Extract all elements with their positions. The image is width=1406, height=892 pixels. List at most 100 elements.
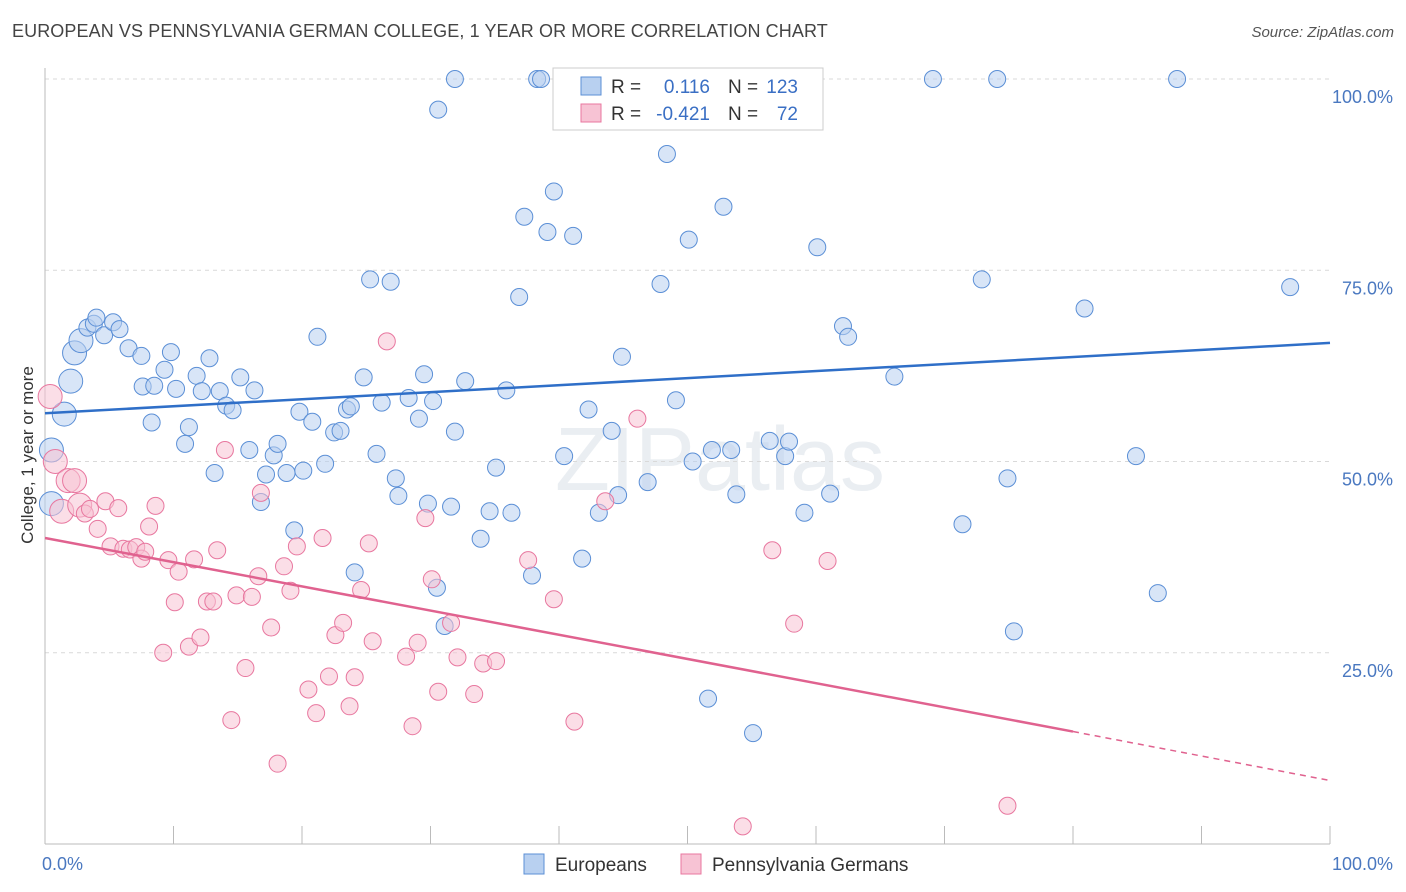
pennsylvania-germans-point-21 (165, 593, 184, 612)
legend-n-value-1: 123 (766, 77, 798, 98)
europeans-point-8 (87, 308, 106, 327)
pennsylvania-germans-point-68 (628, 409, 647, 428)
europeans-point-52 (381, 272, 400, 291)
pennsylvania-germans-point-73 (998, 796, 1017, 815)
europeans-point-36 (277, 463, 296, 482)
europeans-point-70 (510, 288, 529, 307)
pennsylvania-germans-trend-extension (1072, 730, 1331, 782)
pennsylvania-germans-point-7 (80, 499, 99, 518)
europeans-point-71 (515, 207, 534, 226)
europeans-point-112 (1004, 622, 1023, 641)
europeans-point-28 (223, 401, 242, 420)
europeans-point-18 (161, 343, 180, 362)
europeans-point-80 (573, 549, 592, 568)
europeans-point-47 (345, 563, 364, 582)
europeans-point-103 (821, 484, 840, 503)
europeans-point-95 (714, 197, 733, 216)
europeans-point-39 (294, 461, 313, 480)
europeans-point-46 (341, 397, 360, 416)
pennsylvania-germans-point-61 (465, 685, 484, 704)
pennsylvania-germans-point-66 (565, 712, 584, 731)
europeans-point-119 (699, 689, 718, 708)
europeans-point-90 (657, 144, 676, 163)
europeans-point-62 (442, 497, 461, 516)
europeans-point-67 (487, 458, 506, 477)
x-tick-label-0: 0.0% (42, 854, 83, 874)
pennsylvania-germans-point-11 (109, 499, 128, 518)
legend-n-label-2: N = (728, 104, 758, 125)
trend-lines (44, 341, 1331, 782)
pennsylvania-germans-point-59 (442, 613, 461, 632)
series-europeans (38, 70, 1300, 743)
legend-r-value-1: 0.116 (664, 77, 710, 98)
europeans-point-16 (145, 376, 164, 395)
bottom-legend-swatch-europeans (523, 853, 545, 875)
chart-title: EUROPEAN VS PENNSYLVANIA GERMAN COLLEGE,… (12, 21, 828, 41)
europeans-point-23 (192, 382, 211, 401)
pennsylvania-germans-point-42 (307, 704, 326, 723)
europeans-point-116 (1168, 70, 1187, 88)
gridlines (45, 78, 1330, 654)
europeans-point-29 (231, 368, 250, 387)
europeans-point-15 (142, 413, 161, 432)
europeans-point-57 (415, 365, 434, 384)
y-tick-label-0: 100.0% (1332, 87, 1393, 107)
europeans-point-54 (389, 486, 408, 505)
europeans-point-106 (885, 367, 904, 386)
pennsylvania-germans-point-58 (429, 682, 448, 701)
europeans-point-114 (1126, 447, 1145, 466)
pennsylvania-germans-point-69 (733, 817, 752, 836)
europeans-point-40 (303, 412, 322, 431)
europeans-point-96 (722, 441, 741, 460)
pennsylvania-germans-point-64 (519, 551, 538, 570)
legend-swatch-pennsylvania-germans (580, 103, 602, 123)
europeans-point-101 (795, 503, 814, 522)
pennsylvania-germans-point-47 (340, 697, 359, 716)
europeans-point-94 (702, 441, 721, 460)
bottom-legend-swatch-pennsylvania-germans (680, 853, 702, 875)
europeans-point-64 (456, 372, 475, 391)
pennsylvania-germans-point-30 (222, 711, 241, 730)
pennsylvania-germans-point-70 (763, 541, 782, 560)
europeans-point-25 (205, 463, 224, 482)
europeans-trend-line (44, 341, 1331, 415)
europeans-point-102 (808, 238, 827, 257)
pennsylvania-germans-point-60 (448, 648, 467, 667)
europeans-point-122 (429, 100, 448, 119)
europeans-point-65 (471, 529, 490, 548)
y-tick-labels: 100.0% 75.0% 50.0% 25.0% (1332, 87, 1393, 681)
europeans-point-35 (268, 434, 287, 453)
pennsylvania-germans-point-55 (408, 633, 427, 652)
europeans-point-48 (354, 368, 373, 387)
legend-r-label-2: R = (611, 104, 641, 125)
europeans-point-88 (638, 473, 657, 492)
europeans-point-9 (95, 326, 114, 345)
pennsylvania-germans-point-51 (363, 632, 382, 651)
europeans-point-41 (308, 327, 327, 346)
europeans-point-89 (651, 275, 670, 294)
pennsylvania-germans-point-28 (208, 541, 227, 560)
europeans-point-110 (988, 70, 1007, 88)
europeans-point-24 (200, 349, 219, 368)
pennsylvania-germans-point-67 (596, 492, 615, 511)
pennsylvania-germans-point-38 (275, 557, 294, 576)
europeans-point-49 (361, 270, 380, 289)
europeans-point-59 (424, 392, 443, 411)
europeans-point-93 (683, 452, 702, 471)
x-tick-label-1: 100.0% (1332, 854, 1393, 874)
series-legend: Europeans Pennsylvania Germans (523, 853, 908, 876)
bottom-legend-pennsylvania-germans: Pennsylvania Germans (712, 855, 908, 876)
europeans-point-22 (187, 366, 206, 385)
pennsylvania-germans-point-65 (544, 590, 563, 609)
pennsylvania-germans-point-43 (313, 529, 332, 547)
pennsylvania-germans-point-46 (334, 613, 353, 632)
europeans-point-31 (245, 381, 264, 400)
legend-r-value-2: -0.421 (656, 104, 710, 125)
pennsylvania-germans-point-22 (169, 562, 188, 581)
pennsylvania-germans-point-54 (403, 717, 422, 736)
pennsylvania-germans-point-8 (88, 519, 107, 538)
pennsylvania-germans-point-44 (319, 667, 338, 686)
legend-n-label-1: N = (728, 77, 758, 98)
europeans-point-78 (564, 226, 583, 245)
